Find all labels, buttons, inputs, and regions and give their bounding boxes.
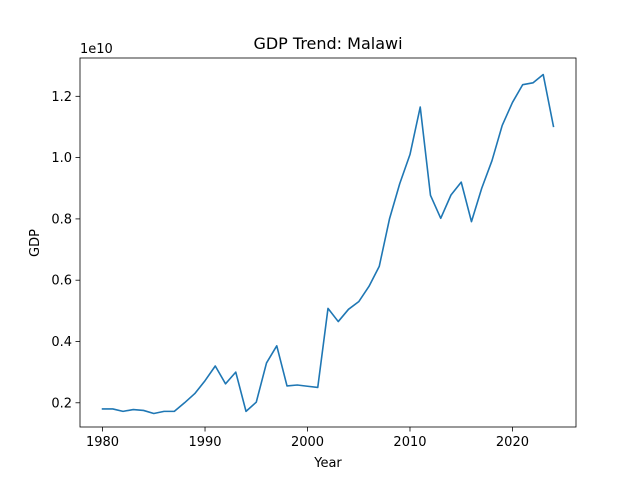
data-point xyxy=(512,102,514,104)
data-point xyxy=(204,380,206,382)
x-tick-label: 2020 xyxy=(496,435,529,450)
x-tick-label: 2000 xyxy=(291,435,324,450)
axes-frame xyxy=(79,57,577,428)
data-point xyxy=(481,187,483,189)
data-point xyxy=(214,365,216,367)
data-point xyxy=(542,74,544,76)
data-point xyxy=(358,301,360,303)
y-tick-label: 0.6 xyxy=(51,274,72,289)
data-point xyxy=(307,385,309,387)
data-point xyxy=(296,384,298,386)
data-point xyxy=(450,194,452,196)
data-point xyxy=(419,106,421,108)
data-point xyxy=(122,411,124,413)
data-point xyxy=(266,362,268,364)
data-point xyxy=(225,383,227,385)
data-point xyxy=(409,154,411,156)
data-point xyxy=(327,308,329,310)
x-tick-label: 1980 xyxy=(86,435,119,450)
plot-area: 1980 1990 2000 2010 2020 0.2 0.4 0.6 0.8 1.0 1.2 xyxy=(51,57,577,450)
data-point xyxy=(132,409,134,411)
data-point xyxy=(389,218,391,220)
data-point xyxy=(245,411,247,413)
data-point xyxy=(378,266,380,268)
data-point xyxy=(522,84,524,86)
y-axis-multiplier: 1e10 xyxy=(80,42,113,57)
chart-title: GDP Trend: Malawi xyxy=(253,34,402,53)
series-line-0 xyxy=(101,73,555,415)
data-point xyxy=(460,181,462,183)
data-point xyxy=(491,160,493,162)
x-tick-label: 1990 xyxy=(188,435,221,450)
data-point xyxy=(173,411,175,413)
data-point xyxy=(368,286,370,288)
data-point xyxy=(194,393,196,395)
data-point xyxy=(471,221,473,223)
data-point xyxy=(532,82,534,84)
data-point xyxy=(112,408,114,410)
data-point xyxy=(235,371,237,373)
data-point xyxy=(255,401,257,403)
y-tick-label: 0.8 xyxy=(51,212,72,227)
data-point xyxy=(337,321,339,323)
data-point xyxy=(163,411,165,413)
y-tick-label: 0.2 xyxy=(51,396,72,411)
data-point xyxy=(553,126,555,128)
y-tick-label: 0.4 xyxy=(51,335,72,350)
data-point xyxy=(430,195,432,197)
data-point xyxy=(501,125,503,127)
data-point xyxy=(184,402,186,404)
data-point xyxy=(286,385,288,387)
data-point xyxy=(317,387,319,389)
y-tick-label: 1.0 xyxy=(51,151,72,166)
x-axis-title: Year xyxy=(313,456,342,471)
data-point xyxy=(143,410,145,412)
data-point xyxy=(440,217,442,219)
data-point xyxy=(348,309,350,311)
y-tick-label: 1.2 xyxy=(51,90,72,105)
y-axis-title: GDP xyxy=(28,229,43,257)
data-point xyxy=(276,345,278,347)
x-tick-label: 2010 xyxy=(393,435,426,450)
data-point xyxy=(102,408,104,410)
data-point xyxy=(153,413,155,415)
data-point xyxy=(399,183,401,185)
